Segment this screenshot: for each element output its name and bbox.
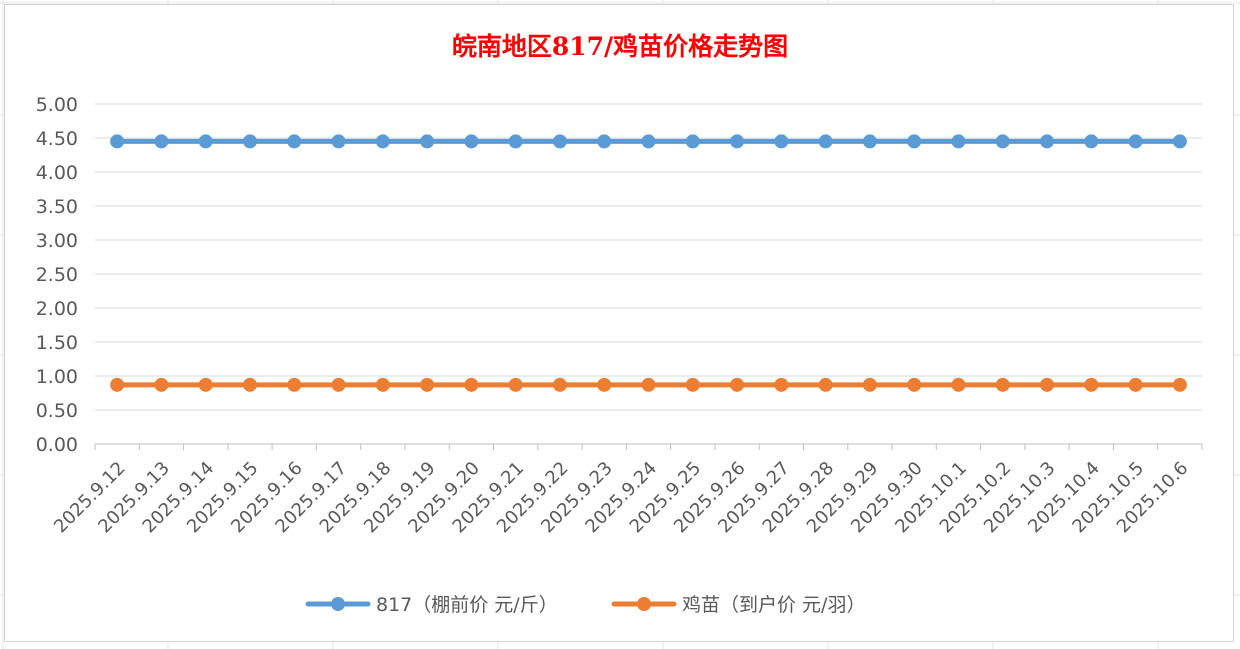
x-axis: 2025.9.122025.9.132025.9.142025.9.152025… — [50, 444, 1203, 537]
data-point — [774, 377, 789, 392]
data-point — [198, 134, 213, 149]
y-tick-label: 3.50 — [36, 196, 78, 218]
data-point — [287, 377, 302, 392]
chart-area[interactable] — [4, 4, 1234, 642]
data-point — [464, 134, 479, 149]
chart-title: 皖南地区817/鸡苗价格走势图 — [452, 32, 788, 61]
data-point — [597, 377, 612, 392]
data-point — [287, 134, 302, 149]
data-point — [995, 377, 1010, 392]
data-point — [774, 134, 789, 149]
data-point — [1172, 134, 1187, 149]
data-point — [420, 377, 435, 392]
data-point — [154, 134, 169, 149]
data-point — [685, 134, 700, 149]
data-point — [1172, 377, 1187, 392]
data-point — [198, 377, 213, 392]
y-tick-label: 1.50 — [36, 332, 78, 354]
legend-label: 817（棚前价 元/斤） — [376, 594, 558, 616]
y-axis: 0.00 0.50 1.00 1.50 2.00 2.50 3.00 3.50 4.00 4.50… — [36, 94, 78, 456]
data-point — [110, 377, 125, 392]
y-tick-label: 4.50 — [36, 128, 78, 150]
legend-item: 817（棚前价 元/斤） — [305, 594, 558, 616]
data-point — [375, 377, 390, 392]
y-tick-label: 4.00 — [36, 162, 78, 184]
data-point — [730, 134, 745, 149]
data-point — [685, 377, 700, 392]
data-point — [818, 377, 833, 392]
data-point — [1128, 377, 1143, 392]
legend: 817（棚前价 元/斤） 鸡苗（到户价 元/羽） — [305, 594, 865, 616]
data-point — [420, 134, 435, 149]
data-point — [951, 134, 966, 149]
data-point — [907, 377, 922, 392]
data-point — [1128, 134, 1143, 149]
y-tick-label: 2.00 — [36, 298, 78, 320]
data-point — [862, 377, 877, 392]
data-point — [1084, 134, 1099, 149]
y-tick-label: 3.00 — [36, 230, 78, 252]
data-point — [818, 134, 833, 149]
data-point — [464, 377, 479, 392]
data-point — [154, 377, 169, 392]
y-tick-label: 2.50 — [36, 264, 78, 286]
data-point — [907, 134, 922, 149]
data-point — [597, 134, 612, 149]
data-point — [862, 134, 877, 149]
data-point — [508, 134, 523, 149]
gridlines — [95, 103, 1202, 445]
data-point — [375, 134, 390, 149]
plot-area — [110, 134, 1187, 392]
data-point — [508, 377, 523, 392]
data-point — [331, 134, 346, 149]
y-tick-label: 0.00 — [36, 434, 78, 456]
data-point — [641, 377, 656, 392]
data-point — [242, 134, 257, 149]
y-tick-label: 0.50 — [36, 400, 78, 422]
data-point — [1040, 134, 1055, 149]
data-point — [995, 134, 1010, 149]
data-point — [110, 134, 125, 149]
data-point — [331, 377, 346, 392]
y-tick-label: 1.00 — [36, 366, 78, 388]
legend-label: 鸡苗（到户价 元/羽） — [682, 594, 865, 616]
data-point — [951, 377, 966, 392]
y-tick-label: 5.00 — [36, 94, 78, 116]
data-point — [242, 377, 257, 392]
data-point — [1084, 377, 1099, 392]
data-point — [730, 377, 745, 392]
series-1 — [110, 134, 1187, 149]
legend-item: 鸡苗（到户价 元/羽） — [611, 594, 865, 616]
legend-marker — [637, 597, 651, 611]
series-2 — [110, 377, 1187, 392]
data-point — [1040, 377, 1055, 392]
data-point — [641, 134, 656, 149]
legend-marker — [331, 597, 345, 611]
data-point — [552, 134, 567, 149]
data-point — [552, 377, 567, 392]
